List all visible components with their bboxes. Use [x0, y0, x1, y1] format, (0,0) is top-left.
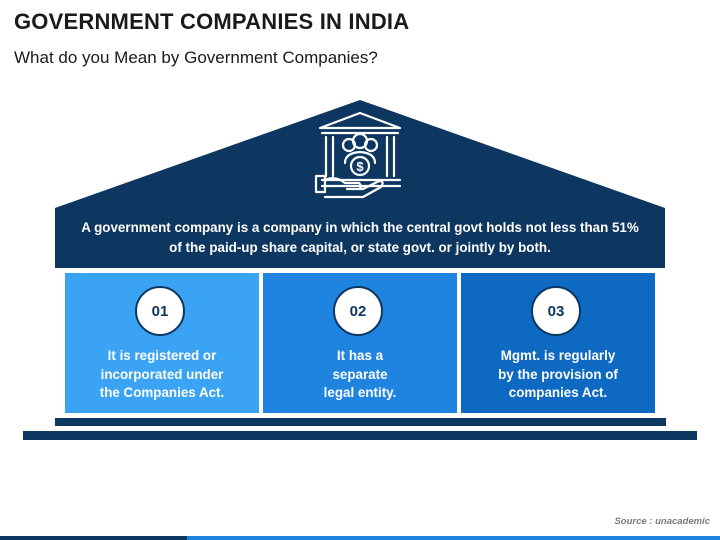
column-number-badge: 01	[135, 286, 185, 336]
feature-column-1: 01 It is registered or incorporated unde…	[65, 273, 259, 413]
source-note: Source : unacademic	[614, 516, 710, 527]
definition-banner: A government company is a company in whi…	[55, 208, 665, 268]
column-number-badge: 03	[531, 286, 581, 336]
column-text: It is registered or incorporated under t…	[99, 348, 225, 400]
column-text: Mgmt. is regularly by the provision of c…	[498, 348, 618, 400]
page-subtitle: What do you Mean by Government Companies…	[14, 48, 378, 67]
feature-column-3: 03 Mgmt. is regularly by the provision o…	[461, 273, 655, 413]
base-step-lower	[23, 431, 697, 440]
svg-text:$: $	[356, 159, 364, 174]
government-building-people-icon: $	[314, 111, 402, 199]
column-number-badge: 02	[333, 286, 383, 336]
feature-column-2: 02 It has a separate legal entity.	[263, 273, 457, 413]
base-step-upper	[55, 418, 666, 426]
column-text: It has a separate legal entity.	[323, 348, 397, 400]
roof-triangle	[55, 100, 665, 208]
footer-bar	[0, 536, 720, 540]
page-title: GOVERNMENT COMPANIES IN INDIA	[14, 9, 410, 34]
